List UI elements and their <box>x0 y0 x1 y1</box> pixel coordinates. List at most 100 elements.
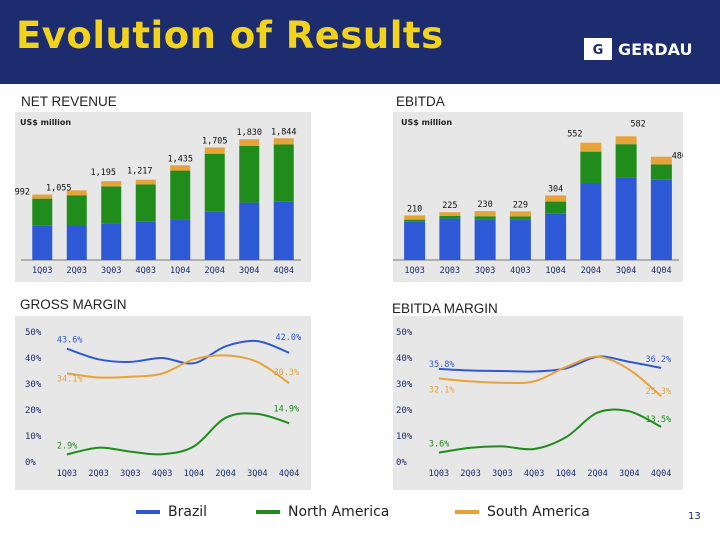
total-label-3q03: 1,195 <box>90 168 116 178</box>
ebitda-chart-panel: US$ million 210 1Q03 225 2Q03 230 3Q03 229 4Q03 3… <box>393 112 683 282</box>
x-tick-3q03: 3Q03 <box>101 266 121 276</box>
bar-north-america-3q04 <box>239 145 260 203</box>
x-tick-4q04: 4Q04 <box>651 266 671 276</box>
total-label-3q04: 1,830 <box>236 128 262 138</box>
bar-south-america-2q03 <box>66 190 87 196</box>
legend-swatch-brazil <box>136 510 160 514</box>
total-label-2q03: 1,055 <box>46 183 72 193</box>
gerdau-logo: G GERDAU <box>584 38 708 64</box>
annotation-end-south-america: 30.3% <box>274 368 300 378</box>
annotation-start-south-america: 32.1% <box>429 386 455 396</box>
bar-north-america-3q04 <box>615 144 637 178</box>
ebitda-margin-chart: 0% 10% 20% 30% 40% 50% 1Q03 2Q03 3Q03 4Q03 1Q04 2Q0… <box>396 328 672 479</box>
total-label-2q04: 552 <box>567 130 582 140</box>
x-tick-4q04: 4Q04 <box>279 469 299 479</box>
y-tick-40pct: 40% <box>396 354 413 364</box>
bar-south-america-3q03 <box>474 211 496 217</box>
annotation-end-brazil: 36.2% <box>646 355 672 365</box>
ebitda-chart: US$ million 210 1Q03 225 2Q03 230 3Q03 229 4Q03 3… <box>393 118 683 276</box>
total-label-4q04: 1,844 <box>271 127 297 137</box>
bar-north-america-2q03 <box>439 216 461 219</box>
total-label-4q04: 486 <box>672 152 683 162</box>
line-brazil <box>66 339 290 365</box>
net-revenue-chart: US$ million 992 1Q03 1,055 2Q03 1,195 3Q03 1,21… <box>15 118 301 276</box>
bar-north-america-4q03 <box>135 184 156 222</box>
x-tick-4q03: 4Q03 <box>524 469 544 479</box>
net-revenue-label: NET REVENUE <box>21 94 117 109</box>
x-tick-1q03: 1Q03 <box>404 266 424 276</box>
x-tick-4q03: 4Q03 <box>510 266 530 276</box>
x-tick-3q03: 3Q03 <box>120 469 140 479</box>
bar-north-america-4q04 <box>273 144 294 202</box>
gross-margin-label: GROSS MARGIN <box>20 297 127 312</box>
line-brazil <box>438 355 662 373</box>
total-label-1q04: 304 <box>548 184 563 194</box>
bar-brazil-4q04 <box>650 179 672 260</box>
bar-brazil-3q03 <box>474 219 496 260</box>
ebitda-margin-chart-panel: 0% 10% 20% 30% 40% 50% 1Q03 2Q03 3Q03 4Q03 1Q04 2Q0… <box>393 316 683 490</box>
y-tick-10pct: 10% <box>396 432 413 442</box>
ebitda-label: EBITDA <box>396 94 445 109</box>
x-tick-3q04: 3Q04 <box>619 469 639 479</box>
legend-item-south-america: South America <box>455 504 590 520</box>
legend-label-north-america: North America <box>288 504 390 520</box>
x-tick-2q04: 2Q04 <box>587 469 607 479</box>
bar-brazil-4q03 <box>509 219 531 260</box>
y-tick-50pct: 50% <box>25 328 42 338</box>
bar-south-america-4q04 <box>273 138 294 145</box>
bar-north-america-1q04 <box>170 170 191 220</box>
legend-item-north-america: North America <box>256 504 389 520</box>
y-tick-30pct: 30% <box>396 380 413 390</box>
x-tick-4q04: 4Q04 <box>274 266 294 276</box>
bar-south-america-1q04 <box>170 165 191 171</box>
x-tick-2q04: 2Q04 <box>581 266 601 276</box>
x-tick-1q04: 1Q04 <box>184 469 204 479</box>
bar-north-america-1q03 <box>404 219 426 222</box>
bar-brazil-3q03 <box>101 223 122 260</box>
bar-brazil-1q03 <box>32 225 53 260</box>
bar-north-america-1q04 <box>545 201 567 214</box>
unit-label: US$ million <box>20 118 71 127</box>
gross-margin-chart-panel: 0% 10% 20% 30% 40% 50% 1Q03 2Q03 3Q03 4Q03 1Q04 2Q0… <box>15 316 311 490</box>
bar-south-america-3q04 <box>615 136 637 145</box>
x-tick-4q03: 4Q03 <box>136 266 156 276</box>
bar-brazil-2q03 <box>66 225 87 260</box>
x-tick-4q04: 4Q04 <box>651 469 671 479</box>
bar-brazil-4q04 <box>273 201 294 260</box>
annotation-end-south-america: 25.3% <box>646 387 672 397</box>
annotation-start-south-america: 34.1% <box>57 374 83 384</box>
x-tick-3q03: 3Q03 <box>492 469 512 479</box>
bar-south-america-1q04 <box>545 195 567 202</box>
bar-brazil-2q03 <box>439 218 461 260</box>
total-label-4q03: 1,217 <box>127 167 153 177</box>
logo-mark-letter: G <box>593 43 604 58</box>
unit-label: US$ million <box>401 118 452 127</box>
logo-mark-box <box>584 38 612 60</box>
bar-south-america-4q03 <box>509 211 531 217</box>
bar-north-america-3q03 <box>474 216 496 220</box>
bar-brazil-3q04 <box>615 177 637 260</box>
bar-brazil-1q03 <box>404 221 426 260</box>
line-south-america <box>66 354 290 385</box>
bar-brazil-2q04 <box>580 183 602 260</box>
bar-south-america-2q04 <box>204 147 225 154</box>
total-label-3q04: 582 <box>630 119 645 129</box>
bar-brazil-1q04 <box>545 213 567 260</box>
legend-swatch-south-america <box>455 510 479 514</box>
x-tick-1q04: 1Q04 <box>545 266 565 276</box>
bar-south-america-4q04 <box>650 156 672 165</box>
x-tick-2q03: 2Q03 <box>88 469 108 479</box>
line-north-america <box>66 412 290 456</box>
total-label-3q03: 230 <box>477 200 492 210</box>
line-north-america <box>438 408 662 454</box>
y-tick-10pct: 10% <box>25 432 42 442</box>
gross-margin-chart: 0% 10% 20% 30% 40% 50% 1Q03 2Q03 3Q03 4Q03 1Q04 2Q0… <box>25 328 301 479</box>
legend-label-south-america: South America <box>487 504 590 520</box>
x-tick-1q03: 1Q03 <box>32 266 52 276</box>
annotation-end-north-america: 13.5% <box>646 415 672 425</box>
x-tick-3q04: 3Q04 <box>616 266 636 276</box>
legend-item-brazil: Brazil <box>136 504 207 520</box>
y-tick-30pct: 30% <box>25 380 42 390</box>
bar-north-america-2q04 <box>204 153 225 212</box>
annotation-start-brazil: 43.6% <box>57 336 83 346</box>
